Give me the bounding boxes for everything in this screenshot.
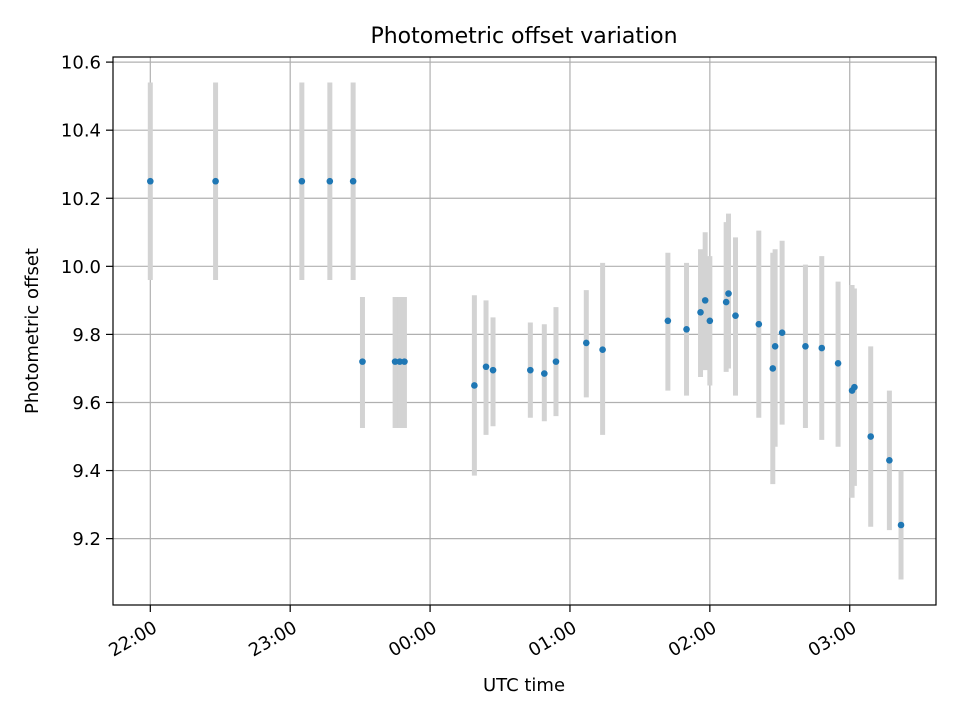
y-axis-label: Photometric offset	[22, 248, 43, 414]
y-tick-label: 9.6	[72, 393, 101, 414]
data-point	[755, 320, 763, 328]
data-point	[599, 346, 606, 354]
y-tick-label: 9.4	[72, 461, 101, 482]
data-point	[349, 177, 357, 185]
data-point	[471, 382, 478, 389]
data-point	[489, 366, 497, 374]
data-point	[725, 290, 732, 297]
data-point	[897, 521, 905, 529]
y-tick-label: 10.6	[61, 53, 101, 74]
x-axis-label: UTC time	[483, 675, 565, 696]
data-point	[527, 366, 534, 374]
data-point	[482, 363, 490, 371]
data-point	[722, 298, 730, 306]
plot-frame	[112, 56, 937, 606]
data-points	[147, 177, 905, 529]
data-point	[818, 344, 826, 352]
data-point	[298, 177, 306, 185]
data-point	[706, 317, 714, 325]
data-point	[778, 329, 786, 337]
data-point	[683, 325, 690, 333]
data-point	[359, 358, 366, 365]
y-tick-label: 10.0	[61, 257, 101, 278]
data-point	[326, 177, 334, 185]
data-point	[886, 457, 893, 464]
chart-title: Photometric offset variation	[370, 24, 677, 49]
data-point	[802, 343, 809, 350]
data-point	[541, 370, 548, 377]
data-point	[834, 360, 842, 367]
data-point	[771, 343, 779, 350]
y-tick-label: 9.2	[72, 529, 101, 550]
y-tick-label: 10.2	[61, 189, 101, 210]
data-point	[552, 358, 560, 365]
data-point	[697, 308, 704, 316]
data-point	[769, 365, 777, 372]
data-point	[701, 297, 709, 304]
y-tick-label: 9.8	[72, 325, 101, 346]
data-point	[851, 383, 858, 391]
data-point	[867, 433, 875, 440]
data-point	[732, 312, 739, 319]
y-tick-label: 10.4	[61, 121, 101, 142]
data-point	[582, 339, 590, 347]
data-point	[212, 177, 219, 185]
data-point	[391, 358, 399, 365]
data-point	[401, 358, 408, 365]
data-point	[396, 358, 404, 365]
data-point	[664, 317, 672, 325]
data-point	[147, 177, 154, 185]
y-axis: 9.2 9.4 9.6 9.8 10.0 10.2 10.4 10.6	[61, 53, 113, 550]
